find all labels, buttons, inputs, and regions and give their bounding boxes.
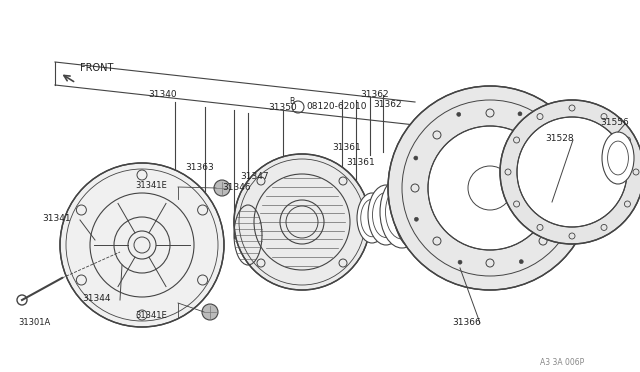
Circle shape (562, 216, 566, 220)
Text: 31341E: 31341E (135, 181, 167, 190)
Text: FRONT: FRONT (80, 63, 113, 73)
Text: 31301A: 31301A (18, 318, 51, 327)
Text: 31350: 31350 (268, 103, 297, 112)
Text: 08120-62010: 08120-62010 (306, 102, 367, 111)
Circle shape (519, 260, 524, 264)
Text: 31341: 31341 (42, 214, 70, 223)
Ellipse shape (368, 185, 404, 245)
Text: 31363: 31363 (185, 163, 214, 172)
Text: 31528: 31528 (545, 134, 573, 143)
Text: 31361: 31361 (346, 158, 375, 167)
Circle shape (414, 156, 418, 160)
Ellipse shape (357, 193, 387, 243)
Text: 31347: 31347 (240, 172, 269, 181)
Circle shape (458, 260, 462, 264)
Text: 31344: 31344 (82, 294, 111, 303)
Circle shape (234, 154, 370, 290)
Circle shape (60, 163, 224, 327)
Text: 31362: 31362 (360, 90, 388, 99)
Ellipse shape (393, 164, 447, 252)
Circle shape (388, 86, 592, 290)
Text: 31346: 31346 (222, 183, 251, 192)
Text: A3 3A 006P: A3 3A 006P (540, 358, 584, 367)
Ellipse shape (380, 176, 424, 248)
Circle shape (214, 180, 230, 196)
Circle shape (428, 126, 552, 250)
Text: 31341E: 31341E (135, 311, 167, 320)
Text: 31340: 31340 (148, 90, 177, 99)
Text: 31366: 31366 (452, 318, 481, 327)
Circle shape (457, 112, 461, 116)
Circle shape (562, 155, 566, 159)
Text: 31362: 31362 (373, 100, 402, 109)
Text: 31556: 31556 (600, 118, 628, 127)
Text: B: B (289, 97, 294, 106)
Circle shape (517, 117, 627, 227)
Circle shape (414, 217, 419, 221)
Circle shape (202, 304, 218, 320)
Circle shape (518, 112, 522, 116)
Circle shape (500, 100, 640, 244)
Ellipse shape (602, 132, 634, 184)
Text: 31361: 31361 (332, 143, 361, 152)
